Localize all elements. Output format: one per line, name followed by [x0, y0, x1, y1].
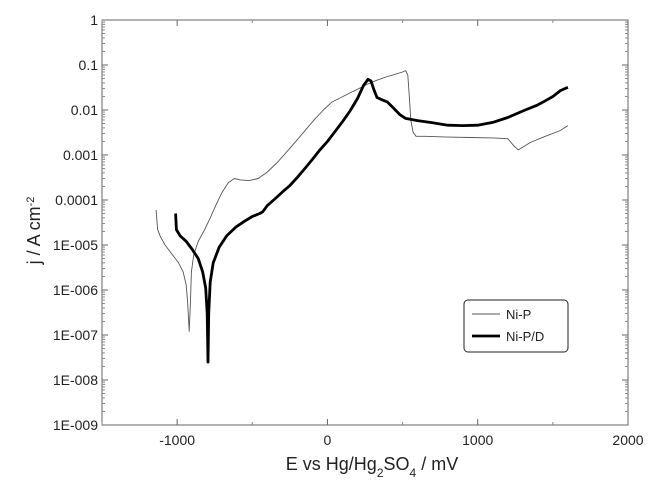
- x-axis-title: E vs Hg/Hg2SO4 / mV: [286, 454, 458, 480]
- y-tick-label: 0.001: [63, 147, 98, 163]
- y-tick-label: 1: [90, 12, 98, 28]
- x-tick-label: 2000: [612, 432, 643, 448]
- x-tick-label: 1000: [462, 432, 493, 448]
- y-tick-label: 1E-006: [53, 282, 98, 298]
- series-line-2: [174, 77, 569, 364]
- y-tick-label: 0.01: [71, 102, 98, 118]
- series-line-1: [155, 70, 569, 332]
- plot-area: [101, 19, 629, 426]
- series-layer: [155, 70, 569, 364]
- legend-label-1: Ni-P: [506, 307, 531, 322]
- y-axis-title: j / A cm-2: [24, 197, 44, 266]
- y-axis: 1 0.1 0.01 0.001 0.0001 1E-005 1E-006 1E-007 1E-…: [53, 12, 628, 433]
- x-tick-label: 0: [324, 432, 332, 448]
- y-tick-label: 0.0001: [55, 192, 98, 208]
- legend-label-2: Ni-P/D: [506, 329, 544, 344]
- x-tick-label: -1000: [159, 432, 195, 448]
- y-tick-label: 1E-005: [53, 237, 98, 253]
- y-tick-label: 1E-009: [53, 417, 98, 433]
- x-axis: -1000 0 1000 2000: [101, 20, 644, 448]
- y-tick-label: 0.1: [79, 57, 99, 73]
- y-tick-label: 1E-007: [53, 327, 98, 343]
- y-tick-label: 1E-008: [53, 372, 98, 388]
- legend-box: [463, 299, 569, 353]
- legend: Ni-P Ni-P/D: [463, 299, 569, 353]
- plot-frame: [101, 19, 629, 426]
